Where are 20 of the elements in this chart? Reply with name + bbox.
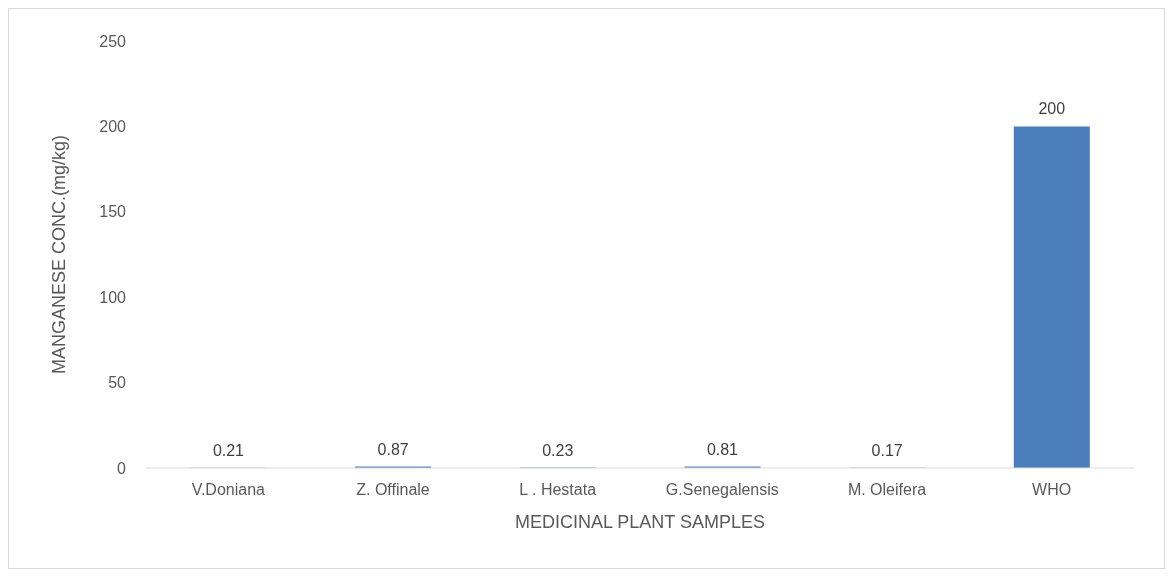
x-tick-label: L . Hestata <box>519 481 597 499</box>
data-label: 0.23 <box>542 441 574 459</box>
x-tick-label: WHO <box>1032 481 1072 499</box>
data-label: 0.81 <box>706 440 739 458</box>
x-tick-label: G.Senegalensis <box>665 481 779 499</box>
data-label: 0.87 <box>377 440 409 458</box>
y-tick-label: 50 <box>108 374 127 392</box>
x-tick-label: M. Oleifera <box>847 481 927 499</box>
data-label: 0.21 <box>212 441 245 459</box>
y-tick-label: 100 <box>99 288 127 306</box>
x-tick-label: V.Doniana <box>191 481 266 499</box>
y-tick-label: 0 <box>117 459 127 477</box>
y-tick-label: 250 <box>99 32 127 50</box>
y-tick-label: 150 <box>99 203 127 221</box>
x-tick-label: Z. Offinale <box>356 481 430 499</box>
x-axis-title: MEDICINAL PLANT SAMPLES <box>514 512 766 532</box>
y-axis-title: MANGANESE CONC.(mg/kg) <box>49 134 70 375</box>
y-tick-label: 200 <box>99 118 127 136</box>
data-label: 0.17 <box>871 441 903 459</box>
data-label: 200 <box>1038 100 1066 118</box>
